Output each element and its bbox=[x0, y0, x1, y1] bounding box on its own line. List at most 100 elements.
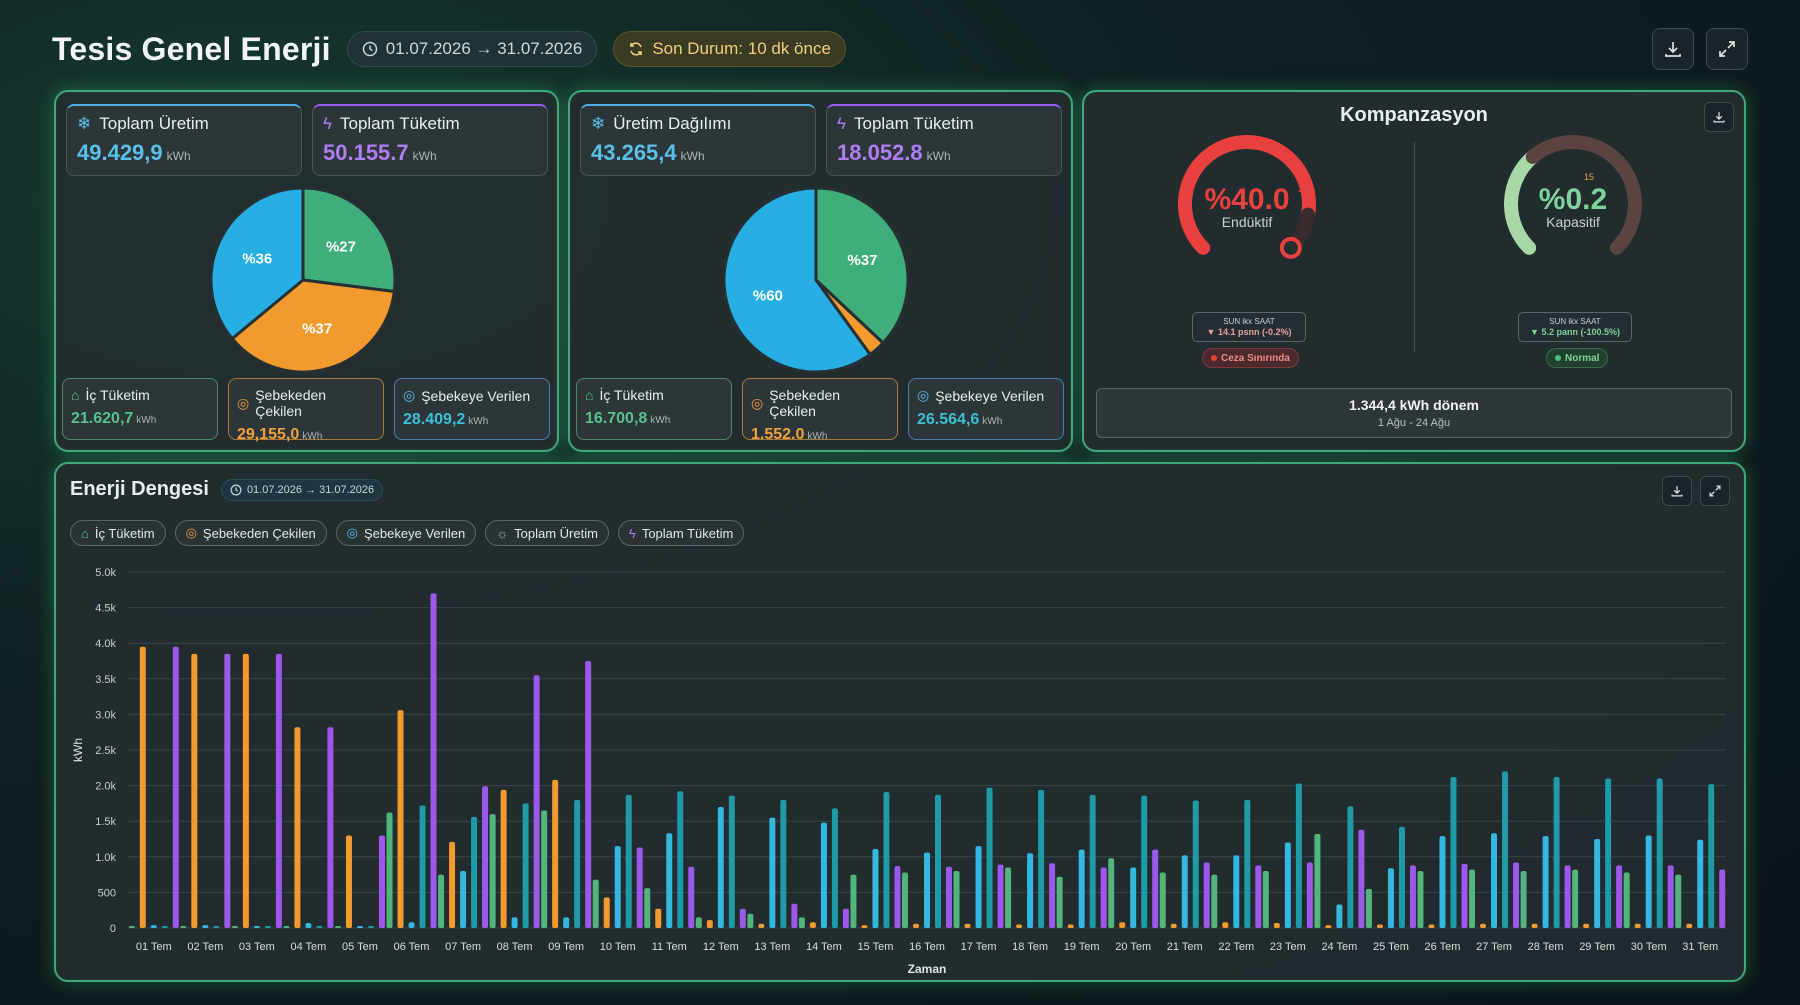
bar[interactable] bbox=[1719, 869, 1726, 928]
bar[interactable] bbox=[1417, 871, 1424, 928]
bar[interactable] bbox=[1067, 924, 1074, 928]
bar[interactable] bbox=[253, 925, 260, 928]
bar[interactable] bbox=[1222, 922, 1229, 928]
bar[interactable] bbox=[242, 653, 249, 928]
bar[interactable] bbox=[408, 922, 415, 928]
bar[interactable] bbox=[1056, 876, 1063, 928]
bar[interactable] bbox=[1686, 923, 1693, 928]
bar[interactable] bbox=[1016, 924, 1023, 928]
bar[interactable] bbox=[430, 593, 437, 928]
bar[interactable] bbox=[1130, 867, 1137, 928]
bar[interactable] bbox=[1255, 865, 1262, 928]
bar[interactable] bbox=[1572, 869, 1579, 928]
pie-slice[interactable] bbox=[229, 278, 396, 374]
bar[interactable] bbox=[1542, 836, 1549, 928]
bar[interactable] bbox=[231, 926, 238, 928]
bar[interactable] bbox=[1244, 799, 1251, 928]
bar[interactable] bbox=[224, 653, 231, 928]
bar[interactable] bbox=[460, 871, 467, 928]
bar[interactable] bbox=[739, 908, 746, 928]
bar[interactable] bbox=[275, 653, 282, 928]
bar[interactable] bbox=[1376, 924, 1383, 928]
bar[interactable] bbox=[1325, 925, 1332, 928]
bar[interactable] bbox=[946, 866, 952, 928]
bar[interactable] bbox=[913, 923, 919, 928]
bar[interactable] bbox=[717, 806, 724, 928]
bar[interactable] bbox=[334, 926, 341, 928]
bar[interactable] bbox=[1387, 868, 1394, 928]
bar[interactable] bbox=[489, 814, 496, 928]
bar[interactable] bbox=[552, 779, 559, 928]
bar[interactable] bbox=[1078, 849, 1085, 928]
bar[interactable] bbox=[172, 646, 179, 928]
bar[interactable] bbox=[1192, 800, 1199, 928]
bar[interactable] bbox=[636, 847, 643, 928]
legend-item-total-production[interactable]: ☼ Toplam Üretim bbox=[485, 520, 609, 546]
bar[interactable] bbox=[1531, 923, 1538, 928]
bar[interactable] bbox=[202, 925, 209, 928]
bar[interactable] bbox=[758, 923, 765, 928]
date-range-pill[interactable]: 01.07.2026 → 31.07.2026 bbox=[346, 31, 598, 67]
bar[interactable] bbox=[1513, 862, 1520, 928]
bar[interactable] bbox=[883, 792, 890, 928]
bar[interactable] bbox=[294, 727, 301, 928]
bar[interactable] bbox=[798, 917, 805, 928]
bar[interactable] bbox=[1520, 871, 1527, 928]
legend-item-grid-import[interactable]: ◎ Şebekeden Çekilen bbox=[174, 520, 327, 546]
bar[interactable] bbox=[1005, 867, 1012, 928]
legend-item-grid-export[interactable]: ◎ Şebekeye Verilen bbox=[335, 520, 477, 546]
bar[interactable] bbox=[769, 817, 776, 928]
bar[interactable] bbox=[482, 786, 489, 928]
bar[interactable] bbox=[449, 841, 456, 928]
bar[interactable] bbox=[975, 846, 982, 928]
bar[interactable] bbox=[1100, 867, 1107, 928]
bar[interactable] bbox=[747, 913, 754, 928]
bar[interactable] bbox=[625, 794, 632, 928]
bar[interactable] bbox=[688, 866, 695, 928]
bar[interactable] bbox=[1697, 839, 1704, 928]
bar[interactable] bbox=[1365, 888, 1372, 928]
bar[interactable] bbox=[563, 917, 570, 928]
bar[interactable] bbox=[180, 926, 187, 928]
bar[interactable] bbox=[150, 925, 157, 928]
bar[interactable] bbox=[894, 866, 901, 928]
bar[interactable] bbox=[1491, 833, 1498, 928]
bar[interactable] bbox=[728, 795, 735, 928]
bar[interactable] bbox=[1089, 794, 1096, 928]
bar[interactable] bbox=[872, 848, 879, 928]
bar[interactable] bbox=[850, 874, 857, 928]
bar[interactable] bbox=[791, 903, 798, 928]
bar[interactable] bbox=[964, 923, 971, 928]
bar[interactable] bbox=[522, 803, 529, 928]
bar[interactable] bbox=[695, 917, 702, 928]
status-pill[interactable]: Son Durum: 10 dk önce bbox=[613, 31, 846, 67]
bar[interactable] bbox=[1594, 839, 1601, 928]
fullscreen-button[interactable] bbox=[1706, 28, 1748, 70]
bar[interactable] bbox=[644, 888, 651, 928]
chart-expand-button[interactable] bbox=[1700, 476, 1730, 506]
bar[interactable] bbox=[1675, 874, 1682, 928]
chart-download-button[interactable] bbox=[1662, 476, 1692, 506]
bar[interactable] bbox=[1398, 826, 1405, 928]
bar[interactable] bbox=[1284, 842, 1291, 928]
bar[interactable] bbox=[1480, 923, 1487, 928]
bar[interactable] bbox=[471, 816, 478, 928]
bar[interactable] bbox=[367, 926, 374, 928]
bar[interactable] bbox=[1159, 872, 1166, 928]
bar[interactable] bbox=[191, 653, 198, 928]
bar[interactable] bbox=[592, 879, 599, 928]
bar[interactable] bbox=[902, 872, 908, 928]
legend-item-total-consumption[interactable]: ϟ Toplam Tüketim bbox=[617, 520, 745, 546]
pie-slice[interactable] bbox=[209, 186, 305, 341]
bar[interactable] bbox=[574, 799, 581, 928]
bar[interactable] bbox=[1273, 923, 1280, 928]
bar[interactable] bbox=[419, 805, 426, 928]
bar[interactable] bbox=[1645, 835, 1652, 928]
bar[interactable] bbox=[1108, 858, 1115, 928]
bar[interactable] bbox=[378, 835, 385, 928]
bar[interactable] bbox=[1262, 871, 1269, 928]
chart-date-chip[interactable]: 01.07.2026 → 31.07.2026 bbox=[220, 478, 384, 501]
bar[interactable] bbox=[831, 808, 838, 928]
bar[interactable] bbox=[1623, 872, 1630, 928]
bar[interactable] bbox=[345, 835, 352, 928]
